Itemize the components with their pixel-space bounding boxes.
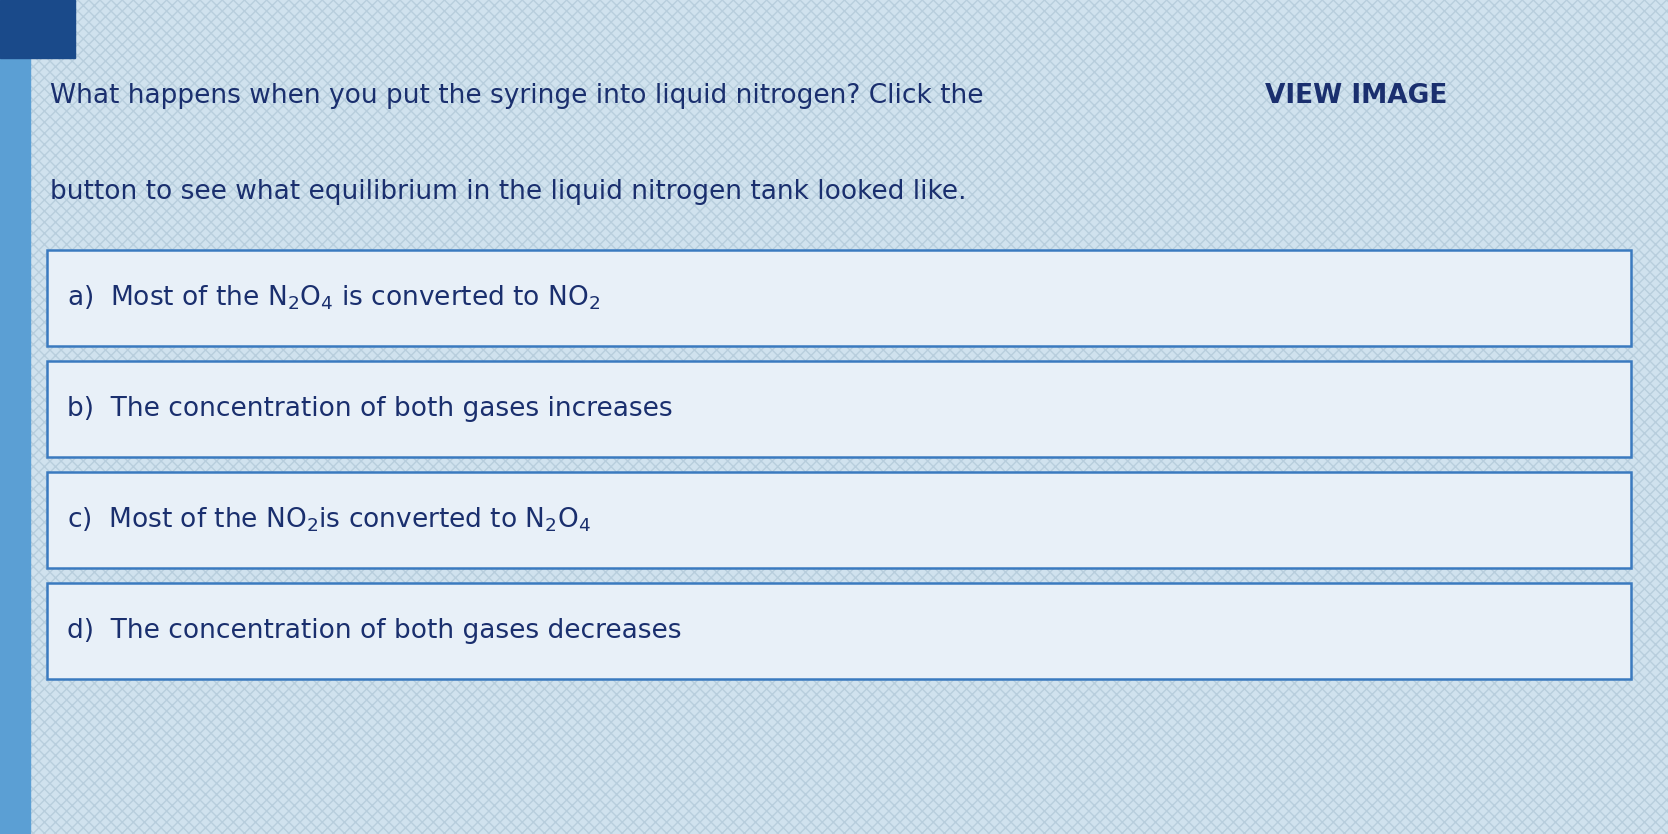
FancyBboxPatch shape: [47, 472, 1631, 568]
Text: b)  The concentration of both gases increases: b) The concentration of both gases incre…: [67, 396, 672, 422]
Text: VIEW IMAGE: VIEW IMAGE: [1266, 83, 1448, 109]
FancyBboxPatch shape: [30, 0, 1668, 834]
Text: c)  Most of the NO$_{2}$is converted to N$_{2}$O$_{4}$: c) Most of the NO$_{2}$is converted to N…: [67, 505, 590, 535]
FancyBboxPatch shape: [47, 250, 1631, 346]
Text: a)  Most of the N$_{2}$O$_{4}$ is converted to NO$_{2}$: a) Most of the N$_{2}$O$_{4}$ is convert…: [67, 284, 600, 313]
Text: What happens when you put the syringe into liquid nitrogen? Click the: What happens when you put the syringe in…: [50, 83, 992, 109]
FancyBboxPatch shape: [47, 361, 1631, 457]
Bar: [0, 0, 75, 58]
FancyBboxPatch shape: [47, 583, 1631, 679]
Bar: [0, 0, 30, 834]
Text: button to see what equilibrium in the liquid nitrogen tank looked like.: button to see what equilibrium in the li…: [50, 179, 966, 205]
Text: d)  The concentration of both gases decreases: d) The concentration of both gases decre…: [67, 618, 681, 644]
